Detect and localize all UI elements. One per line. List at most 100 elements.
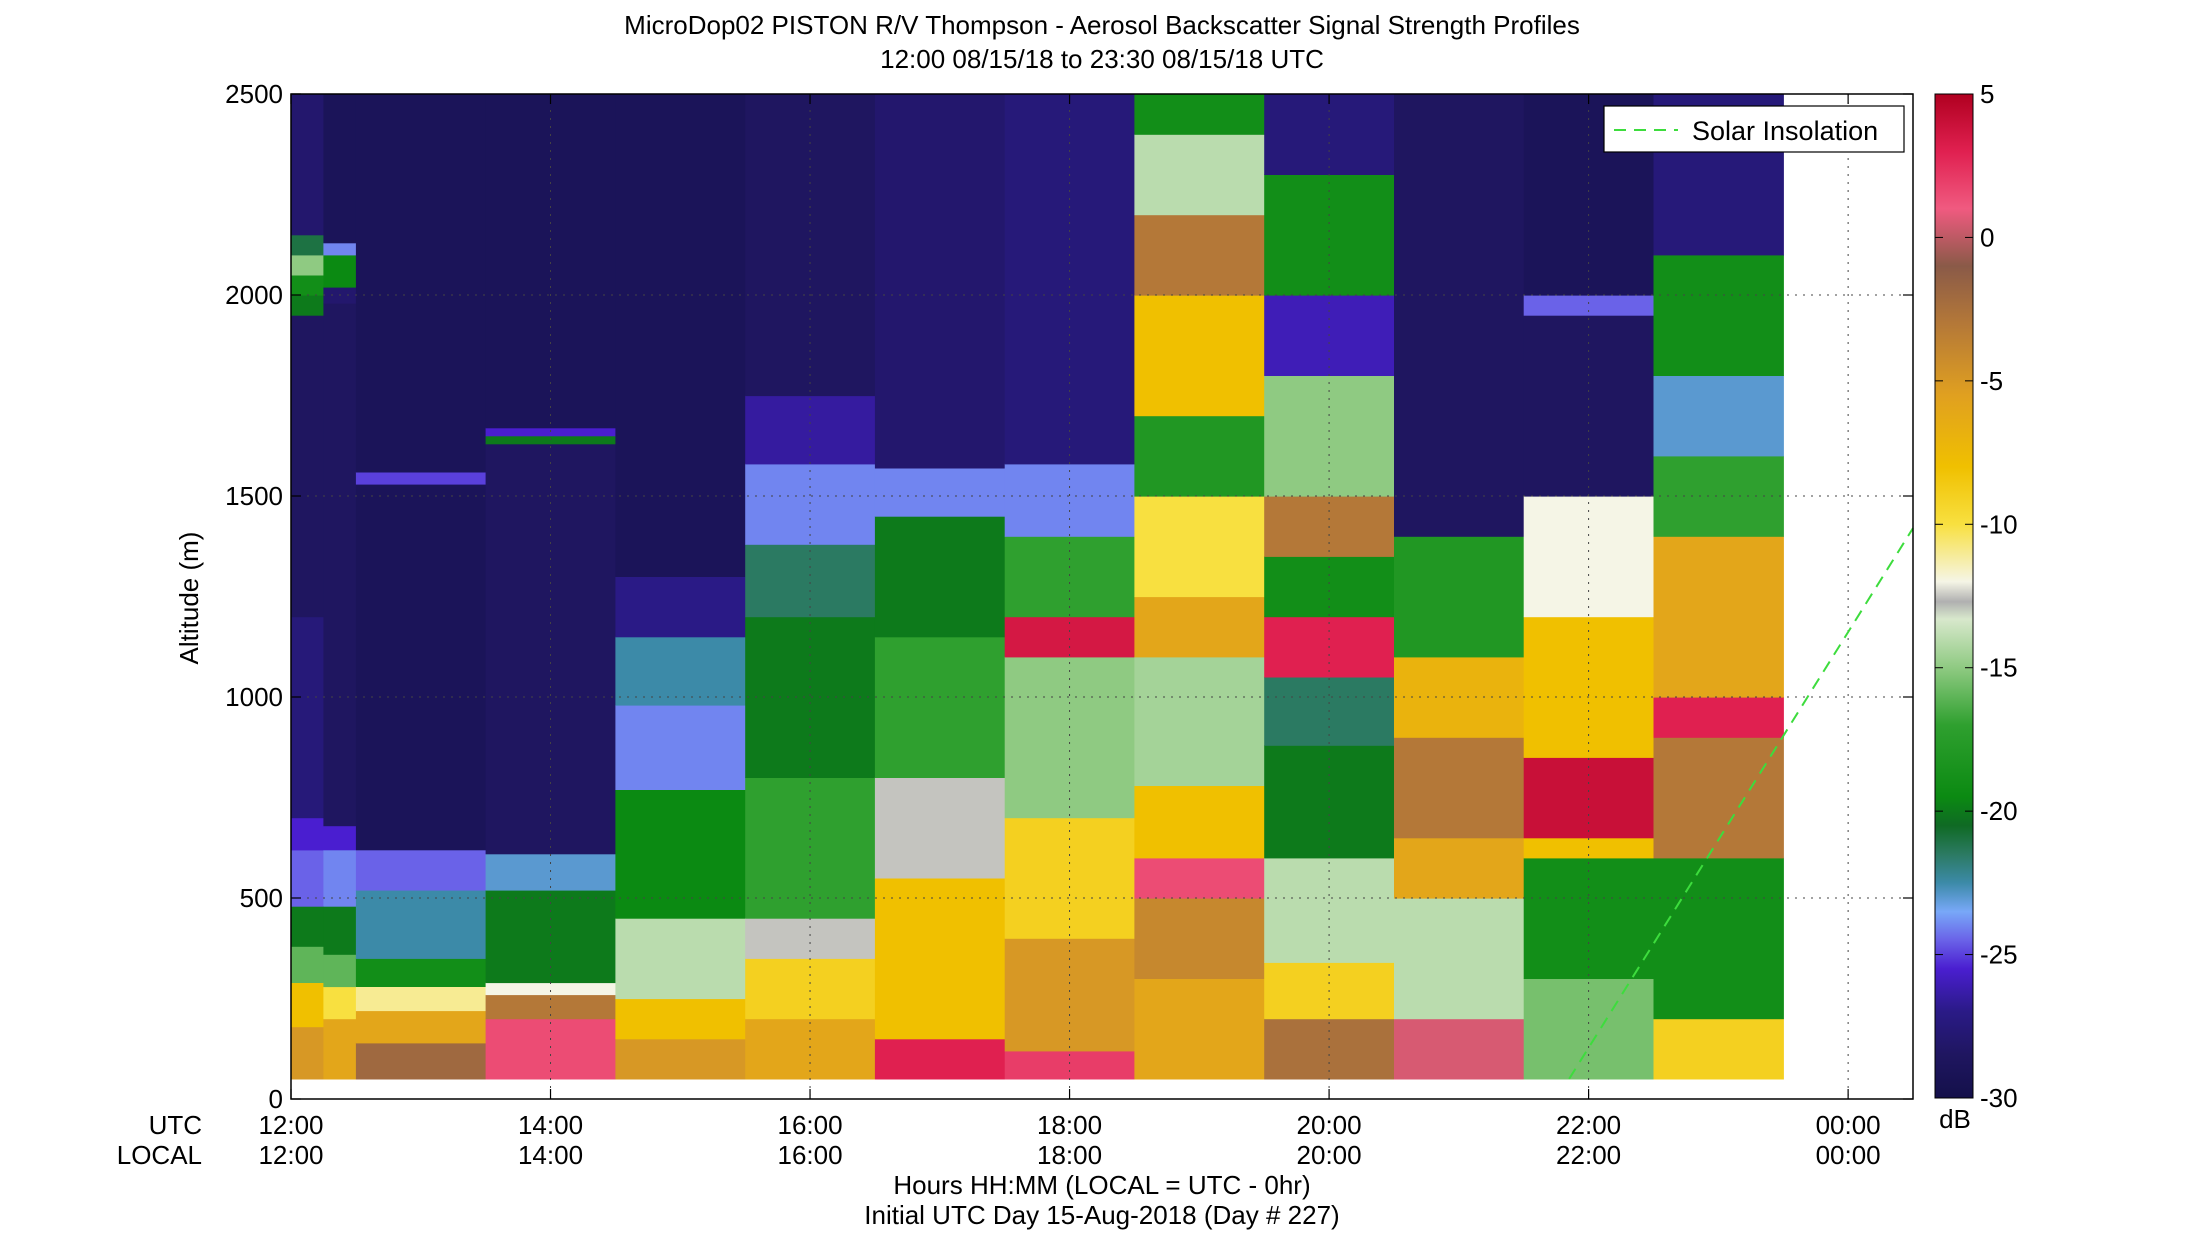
heatmap-cell <box>1523 978 1655 1080</box>
legend: Solar Insolation <box>1603 105 1905 153</box>
heatmap-cell <box>1523 496 1655 618</box>
heatmap-cell <box>1394 898 1525 1020</box>
heatmap-cell <box>291 254 324 276</box>
heatmap-cell <box>745 544 876 618</box>
heatmap-cell <box>874 1038 1006 1080</box>
x-row-label-local: LOCAL <box>117 1140 202 1170</box>
x-tick-label-utc: 00:00 <box>1816 1110 1881 1140</box>
plot-frame <box>290 93 1914 1100</box>
solar-insolation-series <box>1568 527 1914 1080</box>
y-tick-label: 0 <box>269 1084 283 1114</box>
heatmap-layer <box>291 94 1784 1080</box>
heatmap-cell <box>1134 785 1265 859</box>
y-tick-label: 500 <box>240 883 283 913</box>
y-axis-label: Altitude (m) <box>174 532 204 665</box>
heatmap-cell <box>1134 94 1265 135</box>
heatmap-cell <box>323 242 357 256</box>
x-tick-label-local: 16:00 <box>778 1140 843 1170</box>
heatmap-cell <box>1134 134 1265 216</box>
colorbar-tick-label: -30 <box>1980 1083 2018 1113</box>
x-tick-label-utc: 16:00 <box>778 1110 843 1140</box>
heatmap-cell <box>291 315 324 618</box>
heatmap-cell <box>323 254 357 288</box>
x-tick-label-local: 20:00 <box>1297 1140 1362 1170</box>
heatmap-cell <box>1394 837 1525 899</box>
heatmap-cell <box>874 636 1006 778</box>
heatmap-cell <box>1004 536 1136 618</box>
heatmap-cell <box>291 295 324 316</box>
heatmap-cell <box>1004 463 1136 537</box>
heatmap-cell <box>355 471 487 485</box>
heatmap-cell <box>1264 556 1395 618</box>
heatmap-cell <box>874 877 1006 1040</box>
x-tick-label-utc: 12:00 <box>258 1110 323 1140</box>
colorbar-tick-label: -20 <box>1980 796 2018 826</box>
heatmap-cell <box>355 483 487 851</box>
heatmap-cell <box>745 1018 876 1080</box>
heatmap-cell <box>1264 375 1395 497</box>
heatmap-cell <box>323 906 357 955</box>
heatmap-cell <box>1653 375 1784 457</box>
chart-subtitle: 12:00 08/15/18 to 23:30 08/15/18 UTC <box>880 44 1324 74</box>
heatmap-cell <box>1653 857 1784 1020</box>
x-tick-label-local: 18:00 <box>1037 1140 1102 1170</box>
heatmap-cell <box>1134 857 1265 899</box>
heatmap-cell <box>323 94 357 244</box>
heatmap-cell <box>355 94 487 473</box>
heatmap-cell <box>485 443 616 855</box>
colorbar-tick-label: 0 <box>1980 222 1994 252</box>
heatmap-cell <box>291 94 324 236</box>
heatmap-cell <box>1134 214 1265 296</box>
x-tick-label-local: 14:00 <box>518 1140 583 1170</box>
heatmap-cell <box>1264 1018 1395 1080</box>
heatmap-cell <box>874 467 1006 517</box>
heatmap-cell <box>485 982 616 996</box>
heatmap-cell <box>615 1038 746 1080</box>
heatmap-cell <box>745 94 876 397</box>
heatmap-cell <box>1523 315 1655 497</box>
heatmap-cell <box>1134 415 1265 497</box>
heatmap-cell <box>745 918 876 959</box>
heatmap-cell <box>615 636 746 706</box>
colorbar-ticks: 5 0 -5 -10 -15 -20 -25 -30 <box>1935 79 2018 1113</box>
heatmap-cell <box>355 849 487 891</box>
heatmap-cell <box>291 817 324 851</box>
heatmap-cell <box>1523 837 1655 859</box>
heatmap-cell <box>1134 978 1265 1080</box>
heatmap-cell <box>291 849 324 907</box>
x-tick-label-utc: 18:00 <box>1037 1110 1102 1140</box>
x-row-label-utc: UTC <box>149 1110 202 1140</box>
x-tick-label-utc: 20:00 <box>1297 1110 1362 1140</box>
heatmap-cell <box>291 616 324 819</box>
heatmap-cell <box>323 849 357 907</box>
heatmap-cell <box>291 982 324 1028</box>
heatmap-cell <box>323 986 357 1020</box>
heatmap-cell <box>1653 1018 1784 1080</box>
heatmap-cell <box>1134 596 1265 658</box>
heatmap-cell <box>1523 757 1655 839</box>
heatmap-cell <box>615 789 746 919</box>
heatmap-cell <box>291 1026 324 1080</box>
heatmap-cell <box>355 1010 487 1044</box>
chart-title: MicroDop02 PISTON R/V Thompson - Aerosol… <box>624 10 1580 40</box>
colorbar-tick-label: -15 <box>1980 653 2018 683</box>
heatmap-cell <box>745 463 876 545</box>
colorbar-tick-label: -25 <box>1980 940 2018 970</box>
heatmap-cell <box>1134 295 1265 417</box>
heatmap-cell <box>1653 536 1784 698</box>
y-axis: 0 500 1000 1500 2000 2500 <box>225 79 1913 1114</box>
y-tick-label: 2500 <box>225 79 283 109</box>
heatmap-cell <box>1264 174 1395 296</box>
heatmap-cell <box>1134 656 1265 786</box>
heatmap-cell <box>355 986 487 1012</box>
legend-label: Solar Insolation <box>1692 116 1878 146</box>
x-tick-label-utc: 14:00 <box>518 1110 583 1140</box>
heatmap-cell <box>1394 94 1525 537</box>
x-tick-label-local: 22:00 <box>1556 1140 1621 1170</box>
heatmap-cell <box>291 906 324 947</box>
heatmap-cell <box>1134 898 1265 979</box>
heatmap-cell <box>615 998 746 1040</box>
heatmap-cell <box>615 94 746 577</box>
heatmap-cell <box>615 576 746 638</box>
